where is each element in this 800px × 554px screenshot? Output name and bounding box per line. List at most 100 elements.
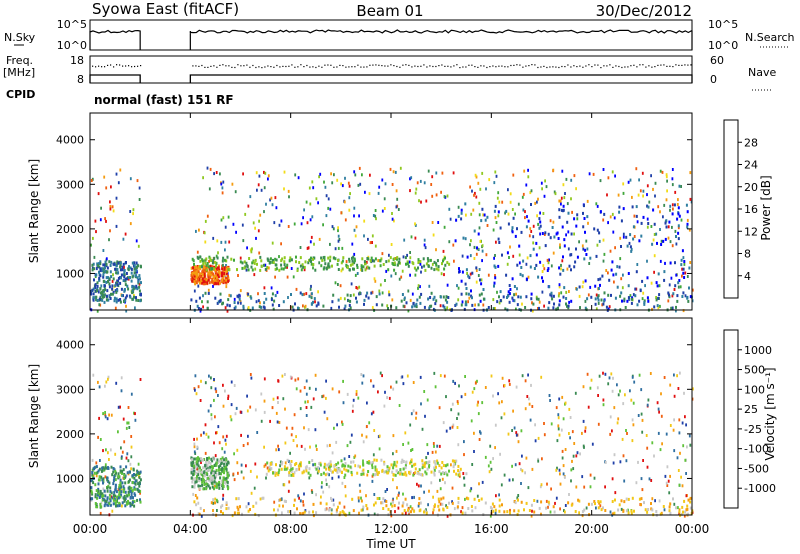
scatter-cell <box>497 214 500 218</box>
scatter-cell <box>501 376 504 380</box>
band-cell <box>214 296 217 300</box>
scatter-cell <box>277 444 279 448</box>
scatter-cell <box>105 219 107 223</box>
scatter-cell <box>437 221 440 224</box>
scatter-cell <box>627 508 629 512</box>
scatter-cell <box>127 459 130 463</box>
band-cell <box>383 460 386 464</box>
band-cell <box>197 307 200 310</box>
band-cell <box>101 478 104 482</box>
band-cell <box>303 510 306 514</box>
band-cell <box>519 272 522 276</box>
band-cell <box>635 270 638 274</box>
band-cell <box>639 289 642 293</box>
band-cell <box>134 473 137 477</box>
band-cell <box>480 282 483 286</box>
band-cell <box>296 269 299 272</box>
band-cell <box>299 512 302 516</box>
scatter-cell <box>237 471 239 475</box>
band-cell <box>211 465 214 469</box>
band-cell <box>562 255 564 259</box>
band-cell <box>393 460 396 464</box>
scatter-cell <box>535 295 538 299</box>
band-cell <box>101 492 104 496</box>
band-cell <box>553 302 555 306</box>
scatter-cell <box>338 390 341 394</box>
scatter-cell <box>112 209 115 213</box>
band-cell <box>552 294 555 298</box>
power-colorbar-label: Power [dB] <box>759 175 773 240</box>
band-cell <box>535 241 538 245</box>
scatter-cell <box>547 505 549 509</box>
band-cell <box>462 236 465 240</box>
nave-dot <box>357 64 359 66</box>
band-cell <box>663 270 666 274</box>
scatter-cell <box>441 477 444 481</box>
scatter-cell <box>330 496 332 500</box>
band-cell <box>261 496 264 500</box>
scatter-cell <box>244 212 247 216</box>
scatter-cell <box>263 399 266 403</box>
scatter-cell <box>583 485 586 489</box>
band-cell <box>353 261 356 265</box>
band-cell <box>125 261 127 264</box>
band-cell <box>138 274 141 278</box>
band-cell <box>618 210 621 214</box>
band-cell <box>315 511 318 515</box>
band-cell <box>668 505 671 509</box>
band-cell <box>210 273 213 277</box>
band-cell <box>305 469 308 473</box>
scatter-cell <box>423 490 425 494</box>
scatter-cell <box>329 443 331 447</box>
band-cell <box>226 480 229 484</box>
scatter-cell <box>442 421 445 425</box>
band-cell <box>230 257 233 261</box>
colorbar-tick-label: 28 <box>744 136 758 149</box>
band-cell <box>373 264 376 268</box>
band-cell <box>221 267 224 271</box>
band-cell <box>105 294 108 298</box>
scatter-cell <box>559 507 561 511</box>
band-cell <box>283 499 286 503</box>
scatter-cell <box>677 506 679 510</box>
y-tick-label: 2000 <box>56 223 84 236</box>
scatter-cell <box>330 508 333 512</box>
scatter-cell <box>355 390 358 393</box>
band-cell <box>219 468 222 472</box>
band-cell <box>686 504 689 508</box>
scatter-cell <box>369 241 372 245</box>
scatter-cell <box>558 397 561 401</box>
band-cell <box>498 295 500 299</box>
scatter-cell <box>203 509 205 513</box>
scatter-cell <box>670 276 673 280</box>
band-cell <box>121 469 124 473</box>
scatter-cell <box>531 405 534 408</box>
scatter-cell <box>326 417 329 421</box>
scatter-cell <box>409 423 412 427</box>
nave-dot <box>585 65 587 67</box>
band-cell <box>205 263 208 267</box>
band-cell <box>329 507 332 511</box>
scatter-cell <box>678 508 681 512</box>
scatter-cell <box>303 268 306 272</box>
scatter-cell <box>397 506 400 510</box>
scatter-cell <box>575 454 578 458</box>
scatter-cell <box>197 284 200 288</box>
band-cell <box>438 508 441 512</box>
scatter-cell <box>395 380 398 384</box>
band-cell <box>516 303 519 307</box>
band-cell <box>454 304 457 307</box>
band-cell <box>263 301 266 305</box>
band-cell <box>102 477 105 481</box>
nave-dot <box>411 66 413 68</box>
band-cell <box>302 470 305 474</box>
scatter-cell <box>107 375 110 379</box>
band-cell <box>97 478 100 482</box>
band-cell <box>612 273 615 277</box>
scatter-cell <box>554 501 556 505</box>
band-cell <box>629 233 632 237</box>
scatter-cell <box>407 441 410 445</box>
band-cell <box>98 297 101 301</box>
scatter-cell <box>402 443 404 446</box>
y-tick-label: 1000 <box>56 267 84 280</box>
